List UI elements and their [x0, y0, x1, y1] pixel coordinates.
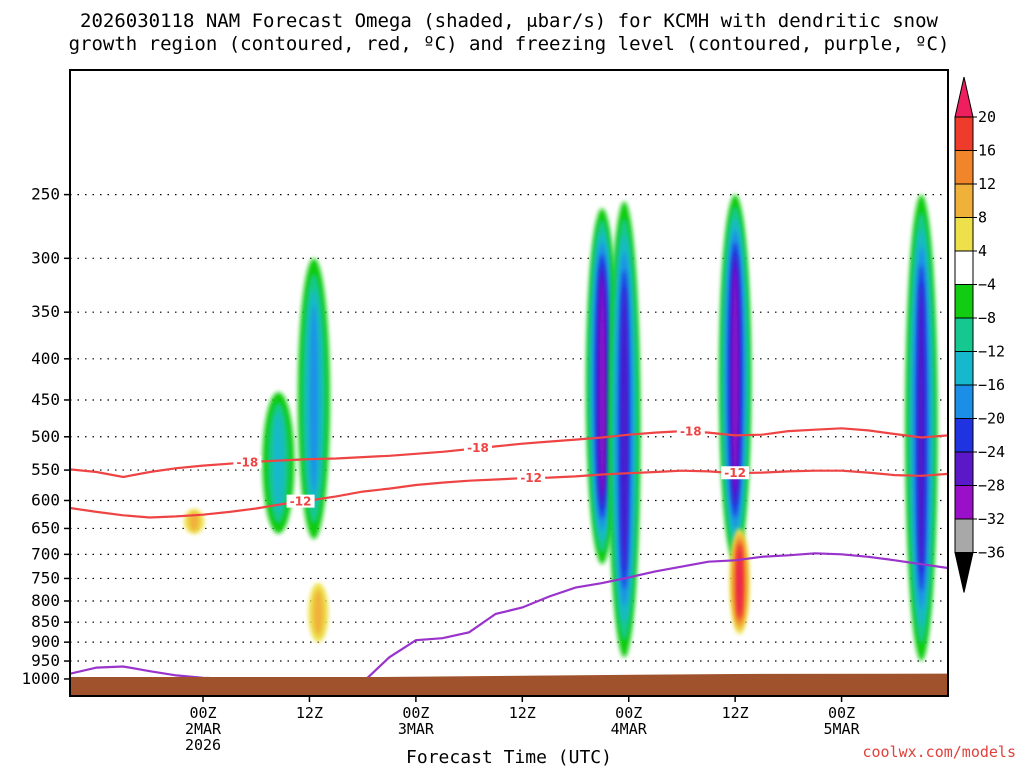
- x-tick-label: 00Z: [189, 704, 216, 722]
- colorbar-segment: [954, 250, 974, 285]
- contour-label-bg: [463, 441, 492, 455]
- y-tick-label: 750: [31, 568, 60, 587]
- x-tick-label: 2MAR: [185, 720, 222, 738]
- x-tick-label: 00Z: [615, 704, 642, 722]
- y-tick-label: 700: [31, 544, 60, 563]
- omega-shading: [184, 194, 938, 662]
- colorbar-legend: 20 16 12 8 4 −4 −8 −12 −16 −20 −24 −28 −32 −36: [954, 76, 1005, 593]
- x-tick-label: 00Z: [402, 704, 429, 722]
- plot-frame: [69, 69, 949, 697]
- y-tick-label: 600: [31, 490, 60, 509]
- x-tick-label: 2026: [185, 736, 221, 754]
- omega-region: [309, 305, 318, 492]
- colorbar-segment: [954, 317, 974, 352]
- y-tick-label: 950: [31, 651, 60, 670]
- y-tick-label: 300: [31, 248, 60, 267]
- omega-region: [189, 511, 200, 532]
- contour-label-bg: [286, 494, 315, 508]
- y-tick-label: 800: [31, 591, 60, 610]
- colorbar-label: −20: [978, 410, 1005, 428]
- chart-title-line-1: 2026030118 NAM Forecast Omega (shaded, μ…: [80, 10, 938, 32]
- omega-region: [621, 286, 627, 572]
- colorbar-label: −4: [978, 276, 996, 294]
- snow-growth-contour: [70, 469, 948, 519]
- plot-background: [70, 70, 948, 696]
- colorbar-segment: [954, 116, 974, 151]
- colorbar-segment: [954, 217, 974, 252]
- colorbar-segment: [954, 518, 974, 553]
- colorbar-label: −36: [978, 544, 1005, 562]
- x-tick-label: 00Z: [828, 704, 855, 722]
- colorbar-segment: [954, 418, 974, 453]
- colorbar-label: −12: [978, 343, 1005, 361]
- y-tick-label: 850: [31, 612, 60, 631]
- contour-label: -18: [237, 455, 259, 469]
- y-axis: 2503003504004505005506006507007508008509…: [21, 185, 70, 688]
- omega-region: [273, 413, 284, 513]
- colorbar-label: 16: [978, 142, 996, 160]
- x-tick-label: 12Z: [296, 704, 323, 722]
- x-tick-label: 3MAR: [398, 720, 435, 738]
- y-tick-label: 500: [31, 427, 60, 446]
- y-tick-label: 900: [31, 632, 60, 651]
- y-tick-label: 400: [31, 349, 60, 368]
- contour-label: -12: [520, 471, 542, 485]
- colorbar-label: −32: [978, 510, 1005, 528]
- omega-region: [737, 547, 742, 616]
- colorbar-label: −28: [978, 477, 1005, 495]
- colorbar-label: −24: [978, 443, 1005, 461]
- colorbar-segment: [954, 451, 974, 486]
- contour-label-bg: [517, 471, 546, 485]
- x-tick-label: 12Z: [509, 704, 536, 722]
- colorbar-segment: [954, 485, 974, 520]
- omega-region: [732, 265, 738, 493]
- y-tick-label: 450: [31, 390, 60, 409]
- colorbar-segment: [954, 384, 974, 419]
- contour-label: -18: [680, 425, 702, 439]
- credit-text: coolwx.com/models: [862, 743, 1016, 761]
- x-tick-label: 5MAR: [824, 720, 861, 738]
- colorbar-segment: [954, 150, 974, 185]
- x-axis-title: Forecast Time (UTC): [406, 747, 612, 768]
- contour-label-bg: [676, 424, 705, 438]
- y-tick-label: 550: [31, 460, 60, 479]
- colorbar-segment: [954, 284, 974, 319]
- colorbar-label: 8: [978, 209, 987, 227]
- omega-region: [599, 276, 605, 496]
- contour-label-bg: [721, 466, 750, 480]
- omega-region: [918, 282, 925, 574]
- colorbar-label: 4: [978, 242, 987, 260]
- x-tick-label: 12Z: [722, 704, 749, 722]
- y-tick-label: 1000: [21, 669, 60, 688]
- contour-label: -12: [724, 466, 746, 480]
- contour-label-bg: [233, 455, 262, 469]
- colorbar-label: 12: [978, 175, 996, 193]
- omega-region: [313, 589, 324, 636]
- chart-title-line-2: growth region (contoured, red, ºC) and f…: [69, 33, 950, 55]
- snow-growth-contour: [70, 427, 948, 479]
- contour-label: -12: [290, 495, 312, 509]
- colorbar-label: 20: [978, 108, 996, 126]
- x-tick-label: 4MAR: [611, 720, 648, 738]
- contour-label: -18: [467, 441, 489, 455]
- ground-terrain: [70, 673, 948, 696]
- colorbar-bottom-arrow: [954, 552, 974, 593]
- colorbar-segment: [954, 351, 974, 386]
- y-tick-label: 250: [31, 185, 60, 204]
- y-tick-label: 350: [31, 302, 60, 321]
- colorbar-label: −8: [978, 309, 996, 327]
- colorbar-top-arrow: [954, 76, 974, 118]
- y-tick-label: 650: [31, 518, 60, 537]
- colorbar-label: −16: [978, 376, 1005, 394]
- colorbar-segment: [954, 183, 974, 218]
